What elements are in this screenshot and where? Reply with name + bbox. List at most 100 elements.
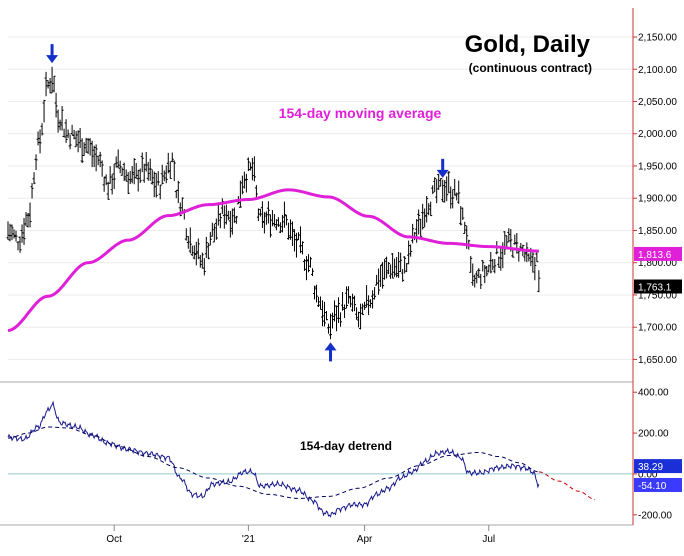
price-bar xyxy=(373,287,377,300)
price-bar xyxy=(120,167,124,176)
price-panel-grid xyxy=(8,36,633,360)
price-y-tick-label: 2,050.00 xyxy=(638,97,677,108)
price-bar xyxy=(300,241,304,255)
price-bar xyxy=(12,229,16,239)
price-bar xyxy=(477,268,481,278)
price-bar xyxy=(298,226,302,254)
price-bar xyxy=(10,224,14,241)
price-bar xyxy=(343,304,347,318)
price-bar xyxy=(98,151,102,168)
detrend-last-value-tag: 38.29 xyxy=(634,459,682,474)
price-bar xyxy=(278,222,282,234)
detrend-y-axis: -200.00 0.00 200.00 400.00 xyxy=(633,388,672,521)
price-bar xyxy=(68,134,72,150)
price-bar xyxy=(447,171,451,194)
price-bar xyxy=(321,300,325,327)
x-tick-label: Jul xyxy=(482,534,495,545)
cycle-top-down-arrow xyxy=(436,158,449,178)
cycle-projection-line xyxy=(538,471,595,500)
price-bar xyxy=(507,228,511,243)
price-bar xyxy=(122,162,126,182)
price-bar xyxy=(198,255,202,268)
price-bar xyxy=(523,251,527,262)
price-bar xyxy=(14,230,18,242)
price-bar xyxy=(242,171,246,189)
price-bar xyxy=(513,234,517,245)
price-bar xyxy=(419,218,423,237)
price-bar xyxy=(26,212,30,228)
price-bar xyxy=(150,169,154,185)
price-bar xyxy=(471,263,475,286)
price-y-tick-label: 1,700.00 xyxy=(638,323,677,334)
moving-average-label: 154-day moving average xyxy=(279,105,442,121)
cycle-markers xyxy=(46,44,449,362)
price-bar xyxy=(84,137,88,153)
price-bar xyxy=(489,251,493,274)
price-bar xyxy=(393,258,397,277)
price-bar xyxy=(310,268,314,277)
price-bar xyxy=(6,221,10,240)
svg-text:1,763.1: 1,763.1 xyxy=(638,283,672,294)
price-bar xyxy=(304,256,308,281)
price-bar xyxy=(196,238,200,260)
price-bar xyxy=(357,311,361,328)
price-bar xyxy=(312,285,316,300)
svg-text:1,813.6: 1,813.6 xyxy=(638,250,672,261)
price-bar xyxy=(222,205,226,229)
price-bar xyxy=(469,255,473,273)
price-bar xyxy=(417,209,421,235)
price-bar xyxy=(403,256,407,274)
price-bar xyxy=(40,123,44,136)
price-bar xyxy=(124,169,128,182)
price-bar xyxy=(46,80,50,89)
price-bar xyxy=(327,323,331,334)
price-bar xyxy=(349,295,353,308)
price-bar xyxy=(537,270,541,293)
price-bar xyxy=(361,303,365,316)
price-bar xyxy=(134,163,138,179)
price-bar xyxy=(54,92,58,118)
price-bar xyxy=(20,224,24,243)
price-bar xyxy=(407,240,411,265)
price-bar xyxy=(355,307,359,320)
price-bar xyxy=(72,129,76,140)
price-bar xyxy=(58,119,62,131)
price-bar xyxy=(154,173,158,198)
price-bar xyxy=(459,206,463,226)
price-bar xyxy=(126,172,130,194)
price-bar xyxy=(252,156,256,182)
price-bar xyxy=(130,166,134,184)
price-bar xyxy=(437,173,441,190)
svg-text:38.29: 38.29 xyxy=(638,462,663,473)
price-bar xyxy=(453,178,457,196)
price-bar xyxy=(335,305,339,332)
price-bar xyxy=(100,160,104,177)
price-bar xyxy=(22,218,26,245)
price-bar xyxy=(395,256,399,278)
price-bar xyxy=(455,192,459,201)
price-y-axis: 1,650.00 1,700.00 1,750.00 1,800.00 1,850.00… xyxy=(633,33,677,366)
detrend-label: 154-day detrend xyxy=(300,439,392,453)
price-bar xyxy=(306,254,310,273)
price-bar xyxy=(102,176,106,192)
price-bar xyxy=(409,244,413,257)
x-axis: Oct '21 Apr Jul xyxy=(106,525,495,545)
price-bar xyxy=(258,208,262,217)
price-y-tick-label: 1,650.00 xyxy=(638,355,677,366)
x-tick-label: '21 xyxy=(242,534,255,545)
price-bar xyxy=(232,207,236,223)
price-bar xyxy=(96,155,100,166)
price-bar xyxy=(90,140,94,168)
price-bar xyxy=(443,179,447,203)
price-bar xyxy=(166,152,170,174)
price-bar xyxy=(16,241,20,251)
price-bar xyxy=(260,201,264,229)
price-bar xyxy=(48,78,52,94)
price-bar xyxy=(66,129,70,139)
price-bar xyxy=(148,158,152,181)
price-bar xyxy=(164,165,168,184)
price-y-tick-label: 2,000.00 xyxy=(638,129,677,140)
detrend-y-tick-label: 0.00 xyxy=(638,469,658,480)
